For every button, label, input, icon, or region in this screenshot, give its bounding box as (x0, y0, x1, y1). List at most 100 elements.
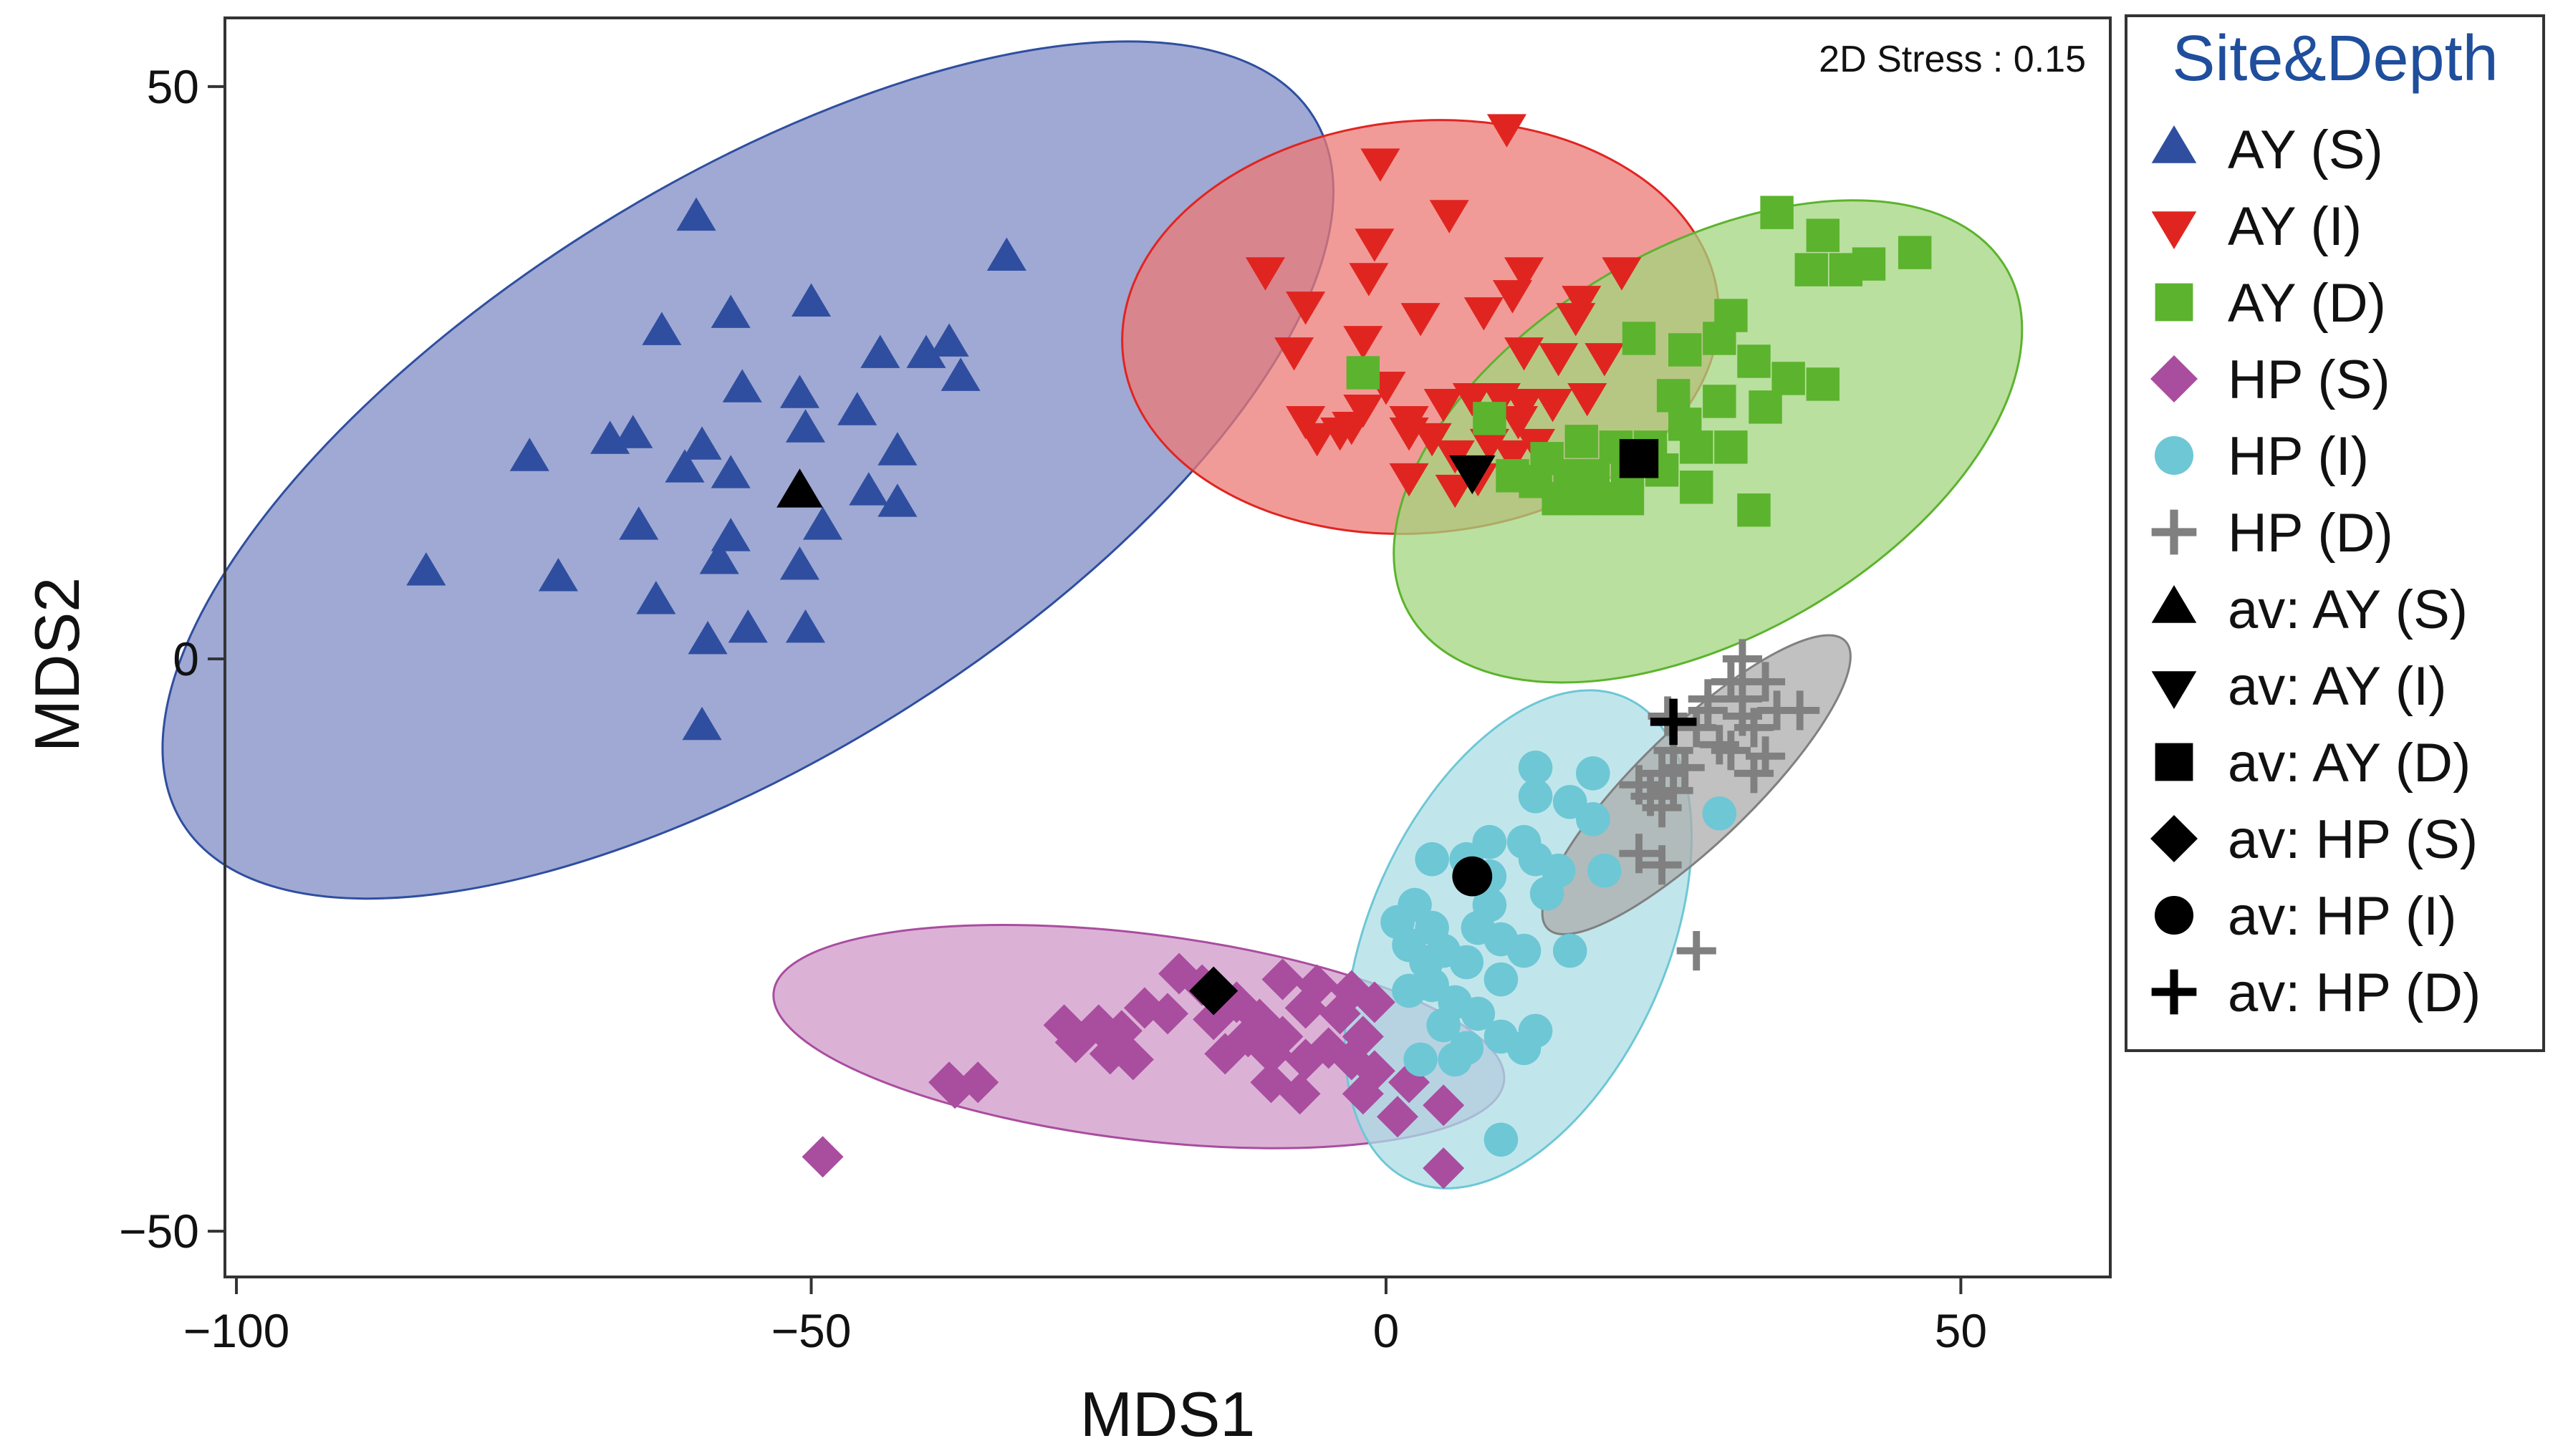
point-ay-i (1412, 423, 1452, 457)
point-hp-d (1665, 748, 1705, 788)
point-hp-d (1676, 930, 1716, 971)
point-hp-s (1054, 1021, 1097, 1064)
point-ay-d (1737, 493, 1771, 527)
point-ay-s (642, 312, 682, 345)
point-hp-i (1576, 801, 1610, 837)
point-ay-i (1274, 337, 1314, 371)
point-hp-s (1376, 1096, 1418, 1138)
point-hp-d (1780, 690, 1820, 731)
legend-label: AY (D) (2228, 273, 2386, 334)
point-ay-s (941, 357, 981, 391)
point-hp-i (1461, 996, 1496, 1031)
point-ay-s (613, 415, 653, 448)
point-ay-i (1463, 297, 1504, 331)
legend-marker-hp-d (2151, 509, 2197, 555)
point-ay-d (1737, 344, 1771, 378)
point-ay-i (1349, 263, 1389, 296)
point-ay-s (665, 449, 705, 483)
point-ay-s (711, 518, 751, 551)
legend-item-av-hp-i: av: HP (I) (2154, 886, 2457, 947)
point-av-ay-s (776, 468, 823, 508)
point-ay-i (1562, 286, 1602, 319)
point-hp-s (1423, 1084, 1465, 1127)
legend-label: AY (I) (2228, 196, 2362, 257)
point-ay-d (1656, 379, 1691, 413)
point-av-ay-d (1619, 439, 1659, 478)
point-ay-d (1703, 322, 1736, 355)
point-ay-i (1492, 440, 1533, 474)
point-hp-d (1722, 639, 1762, 679)
point-ay-i (1602, 257, 1642, 291)
point-hp-i (1529, 876, 1564, 911)
point-ay-i (1492, 280, 1533, 314)
legend-item-av-ay-s: av: AY (S) (2151, 579, 2468, 640)
point-ay-s (682, 706, 722, 741)
point-ay-d (1760, 196, 1794, 229)
point-hp-s (1147, 993, 1188, 1035)
point-av-hp-d (1650, 698, 1697, 746)
point-ay-d (1680, 471, 1713, 504)
x-tick-label: 0 (1373, 1304, 1400, 1357)
point-ay-i (1504, 257, 1544, 291)
point-hp-s (802, 1136, 844, 1178)
point-ay-s (929, 323, 969, 357)
point-ay-d (1749, 390, 1782, 424)
legend-label: av: HP (S) (2228, 809, 2478, 870)
point-hp-i (1484, 962, 1519, 997)
point-ay-d (1703, 385, 1736, 418)
x-tick-label: −100 (183, 1304, 290, 1357)
point-ay-s (676, 197, 716, 231)
legend-item-av-ay-d: av: AY (D) (2155, 733, 2471, 794)
point-ay-s (728, 609, 768, 643)
point-ay-s (779, 375, 819, 408)
x-tick-label: 50 (1935, 1304, 1987, 1357)
point-hp-i (1415, 842, 1449, 877)
point-ay-s (906, 334, 946, 368)
point-hp-s (1284, 1038, 1327, 1081)
legend-label: av: AY (D) (2228, 733, 2471, 794)
legend-label: av: HP (D) (2228, 963, 2481, 1023)
legend-marker-ay-s (2151, 125, 2197, 163)
point-ay-d (1346, 356, 1380, 390)
point-ay-s (682, 426, 722, 460)
point-ay-s (509, 438, 549, 471)
point-hp-i (1484, 1122, 1519, 1157)
legend-label: HP (D) (2228, 503, 2393, 564)
point-ay-i (1504, 388, 1544, 423)
stress-annotation: 2D Stress : 0.15 (1819, 39, 2086, 80)
point-hp-i (1438, 1042, 1472, 1077)
legend-marker-av-hp-d (2151, 969, 2197, 1015)
point-ay-i (1539, 343, 1579, 377)
point-av-hp-i (1452, 856, 1493, 897)
point-ay-i (1355, 228, 1395, 262)
legend-item-hp-i: HP (I) (2154, 426, 2369, 487)
point-ay-i (1286, 405, 1326, 440)
point-ay-i (1343, 326, 1383, 360)
point-ay-d (1806, 367, 1840, 401)
point-ay-i (1429, 200, 1469, 233)
legend-title: Site&Depth (2172, 23, 2498, 95)
point-ay-s (860, 334, 900, 368)
legend-marker-av-ay-i (2151, 671, 2197, 709)
point-ay-d (1473, 402, 1506, 435)
point-hp-s (1193, 998, 1235, 1041)
point-ay-d (1806, 218, 1840, 252)
point-hp-i (1449, 945, 1484, 980)
legend-label: HP (I) (2228, 426, 2369, 487)
legend-item-ay-s: AY (S) (2151, 120, 2383, 180)
point-hp-s (1204, 1033, 1246, 1075)
legend-marker-av-hp-i (2154, 895, 2194, 935)
point-hp-d (1642, 845, 1682, 885)
point-ay-d (1610, 482, 1645, 516)
point-ay-d (1771, 362, 1805, 395)
legend: Site&Depth AY (S) AY (I) AY (D) HP (S) HP (I… (2125, 14, 2545, 1052)
point-ay-i (1245, 257, 1285, 291)
axes: −100 −50 0 50 −50 0 50 (119, 60, 1987, 1357)
point-ay-s (986, 237, 1026, 271)
point-ay-d (1668, 333, 1702, 367)
point-hp-i (1518, 778, 1553, 814)
point-ay-s (406, 552, 446, 586)
point-ay-d (1714, 430, 1748, 464)
point-hp-d (1733, 753, 1774, 794)
legend-label: HP (S) (2228, 349, 2390, 410)
